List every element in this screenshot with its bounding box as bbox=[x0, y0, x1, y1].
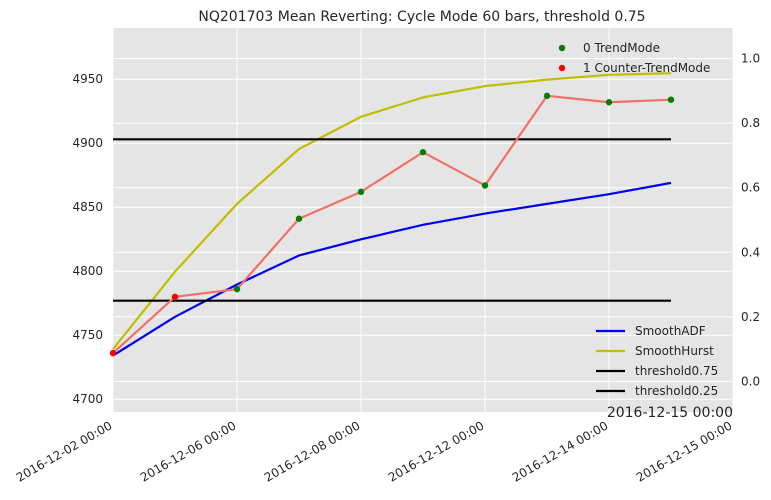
price-line-path bbox=[112, 94, 672, 354]
y-tick-label-right: 0.0 bbox=[741, 374, 760, 388]
mode-markers bbox=[109, 92, 675, 357]
series-line-smoothhurst bbox=[112, 72, 672, 350]
price-line bbox=[112, 94, 672, 354]
counter-trend-marker bbox=[171, 293, 179, 300]
trend-marker bbox=[605, 99, 613, 106]
x-tick-label: 2016-12-12 00:00 bbox=[386, 418, 487, 484]
y-tick-label-right: 0.2 bbox=[741, 310, 760, 324]
y-tick-label-right: 0.8 bbox=[741, 116, 760, 130]
legend-marker bbox=[558, 64, 566, 72]
trend-marker bbox=[667, 96, 675, 103]
legend-label: SmoothHurst bbox=[635, 344, 714, 358]
x-tick-label: 2016-12-14 00:00 bbox=[510, 418, 611, 484]
y-tick-label-left: 4850 bbox=[72, 200, 103, 214]
legend-bottom: SmoothADF SmoothHurst threshold0.75 thresho… bbox=[596, 324, 718, 398]
right-y-axis: 0.0 0.2 0.4 0.6 0.8 1.0 bbox=[741, 52, 760, 389]
y-tick-label-left: 4700 bbox=[72, 392, 103, 406]
plot-background bbox=[113, 28, 733, 412]
left-y-axis: 4700 4750 4800 4850 4900 4950 bbox=[72, 72, 103, 406]
y-tick-label-left: 4750 bbox=[72, 328, 103, 342]
counter-trend-marker bbox=[109, 349, 117, 357]
legend-label: 1 Counter-TrendMode bbox=[583, 61, 710, 75]
trend-marker bbox=[543, 92, 551, 100]
x-tick-label: 2016-12-08 00:00 bbox=[262, 418, 363, 484]
legend-label: SmoothADF bbox=[635, 324, 706, 338]
chart-title: NQ201703 Mean Reverting: Cycle Mode 60 b… bbox=[198, 9, 645, 25]
trend-marker bbox=[419, 148, 427, 156]
legend-label: threshold0.75 bbox=[635, 364, 718, 378]
x-tick-label: 2016-12-02 00:00 bbox=[14, 418, 115, 484]
trend-marker bbox=[295, 215, 303, 222]
legend-top: 0 TrendMode 1 Counter-TrendMode bbox=[558, 41, 710, 75]
x-tick-label: 2016-12-06 00:00 bbox=[138, 418, 239, 484]
y-tick-label-right: 0.6 bbox=[741, 181, 760, 195]
series-lines bbox=[112, 72, 672, 357]
x-tick-label: 2016-12-15 00:00 bbox=[634, 418, 735, 484]
y-tick-label-left: 4900 bbox=[72, 136, 103, 150]
legend-label: threshold0.25 bbox=[635, 384, 718, 398]
legend-label: 0 TrendMode bbox=[583, 41, 660, 55]
x-corner-label: 2016-12-15 00:00 bbox=[607, 405, 733, 421]
trend-marker bbox=[481, 182, 489, 189]
y-tick-label-right: 0.4 bbox=[741, 245, 760, 259]
x-axis: 2016-12-02 00:00 2016-12-06 00:00 2016-12-… bbox=[14, 418, 735, 484]
y-tick-label-left: 4950 bbox=[72, 72, 103, 86]
trend-marker bbox=[233, 285, 241, 293]
trend-marker bbox=[357, 188, 365, 196]
legend-marker bbox=[558, 44, 566, 52]
y-tick-label-left: 4800 bbox=[72, 264, 103, 278]
gridlines bbox=[112, 28, 734, 412]
y-tick-label-right: 1.0 bbox=[741, 52, 760, 66]
